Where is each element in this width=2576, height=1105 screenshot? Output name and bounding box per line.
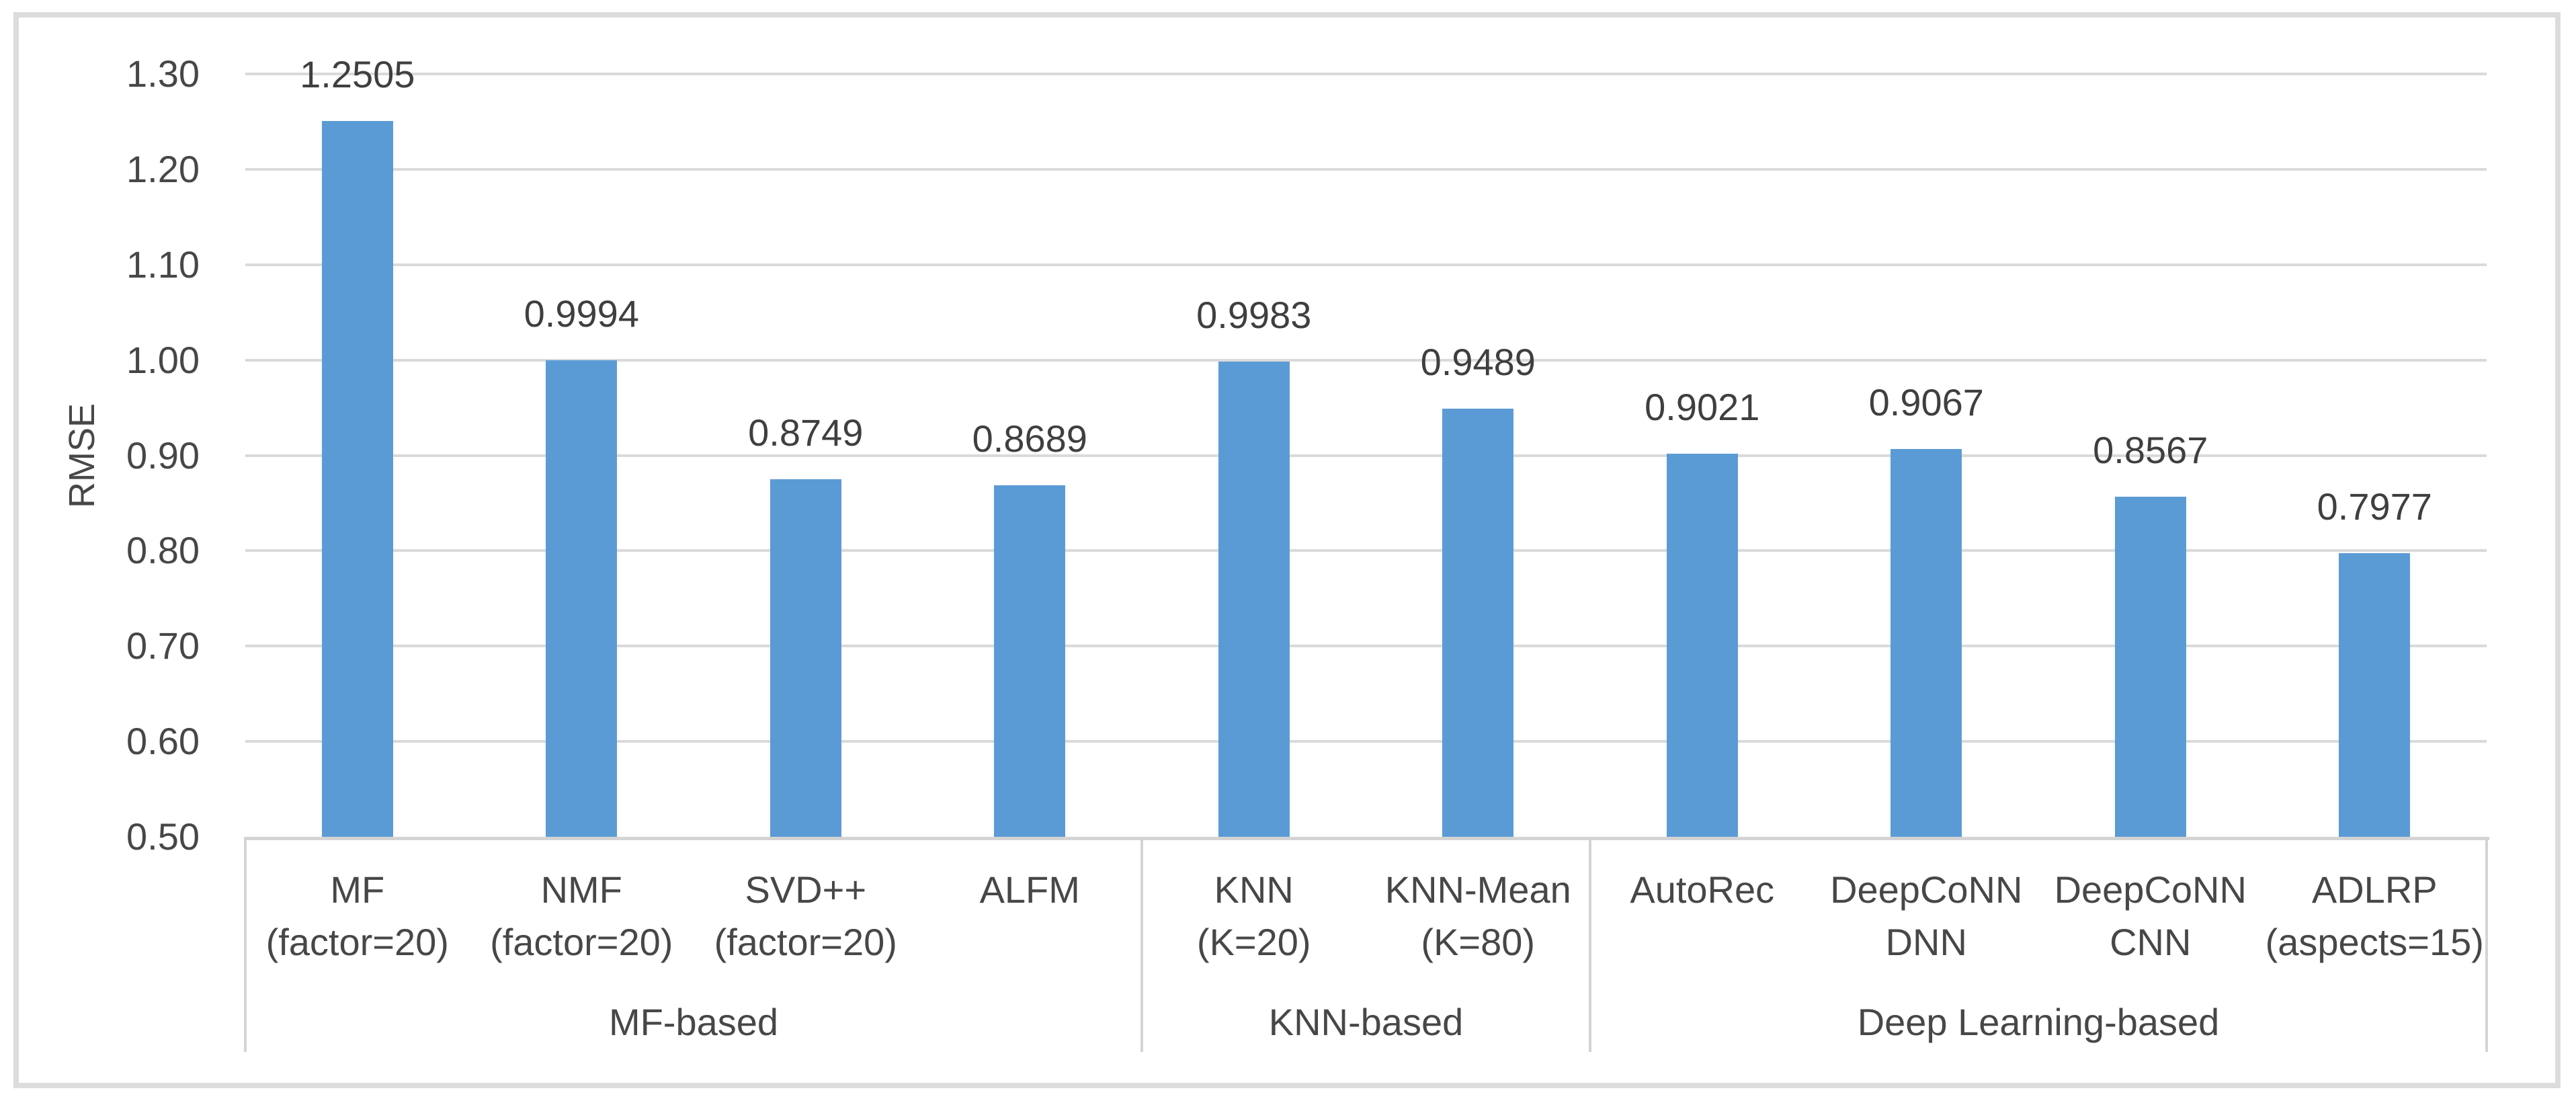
category-label-line: (factor=20) [490, 921, 673, 963]
bar-value-label: 0.9021 [1645, 385, 1760, 428]
category-label-line: (K=20) [1196, 921, 1311, 963]
category-label-line: ALFM [979, 868, 1080, 911]
y-tick-label: 1.30 [126, 52, 200, 95]
bar [770, 479, 841, 837]
bar [1442, 409, 1514, 837]
group-separator [244, 837, 247, 1052]
bar-value-label: 0.8567 [2093, 428, 2208, 471]
y-tick-label: 0.50 [126, 815, 200, 858]
category-label: AutoRec [1590, 864, 1815, 916]
group-label: Deep Learning-based [1857, 1001, 2220, 1043]
category-label-line: MF [330, 868, 385, 911]
gridline [245, 454, 2487, 457]
group-separator [1589, 837, 1591, 1052]
category-label-line: DeepCoNN [1830, 868, 2023, 911]
bar-value-label: 0.8749 [748, 411, 864, 454]
category-label-line: ADLRP [2311, 868, 2438, 911]
bar [321, 121, 393, 837]
category-label-line: CNN [2110, 921, 2192, 963]
bar [2339, 552, 2411, 837]
y-tick-label: 0.70 [126, 624, 200, 667]
bar-value-label: 0.8689 [972, 417, 1087, 460]
category-label: MF (factor=20) [245, 864, 470, 969]
category-label-line: SVD++ [745, 868, 867, 911]
gridline [245, 167, 2487, 171]
bar-value-label: 0.9067 [1868, 380, 1984, 423]
category-label-line: (factor=20) [714, 921, 897, 963]
bar-value-label: 0.9994 [524, 292, 639, 335]
group-label: KNN-based [1268, 1001, 1464, 1043]
gridline [245, 73, 2487, 75]
y-tick-label: 0.60 [126, 720, 200, 763]
bar [1666, 453, 1738, 837]
group-separator [1140, 837, 1143, 1052]
category-label-line: AutoRec [1630, 868, 1775, 911]
category-label-line: DNN [1885, 921, 1967, 963]
gridline [245, 645, 2487, 648]
gridline [245, 263, 2487, 266]
category-label: KNN (K=20) [1142, 864, 1366, 969]
bar [2114, 496, 2186, 837]
category-label-line: NMF [540, 868, 622, 911]
category-label: KNN-Mean (K=80) [1366, 864, 1591, 969]
bar-value-label: 0.9489 [1420, 341, 1536, 384]
category-label: DeepCoNN CNN [2038, 864, 2263, 969]
y-tick-label: 0.80 [126, 529, 200, 572]
category-label: ALFM [918, 864, 1142, 916]
category-label-line: (K=80) [1421, 921, 1536, 963]
category-label-line: KNN-Mean [1384, 868, 1571, 911]
bar [994, 485, 1066, 837]
category-label: NMF (factor=20) [470, 864, 694, 969]
bar [1891, 448, 1962, 837]
y-tick-label: 1.10 [126, 243, 200, 286]
plot-area: 1.2505 0.9994 0.8749 0.8689 0.9983 0.9489 0.90… [245, 55, 2487, 837]
category-label-line: (aspects=15) [2265, 921, 2484, 963]
category-label-line: (factor=20) [265, 921, 449, 963]
category-label: DeepCoNN DNN [1815, 864, 2039, 969]
bar [546, 360, 618, 837]
bar-value-label: 0.9983 [1196, 294, 1312, 337]
bar [1218, 362, 1290, 837]
category-label: SVD++ (factor=20) [694, 864, 918, 969]
category-label-line: KNN [1214, 868, 1294, 911]
bar-value-label: 1.2505 [300, 53, 415, 96]
category-label-line: DeepCoNN [2054, 868, 2247, 911]
bar-value-label: 0.7977 [2317, 485, 2432, 528]
category-label: ADLRP (aspects=15) [2263, 864, 2487, 969]
group-separator [2485, 837, 2488, 1052]
gridline [245, 740, 2487, 743]
y-tick-label: 1.20 [126, 147, 200, 190]
y-tick-label: 1.00 [126, 338, 200, 381]
group-label: MF-based [608, 1001, 779, 1043]
y-tick-label: 0.90 [126, 434, 200, 477]
gridline [245, 549, 2487, 552]
x-axis-line [245, 837, 2489, 840]
gridline [245, 358, 2487, 362]
